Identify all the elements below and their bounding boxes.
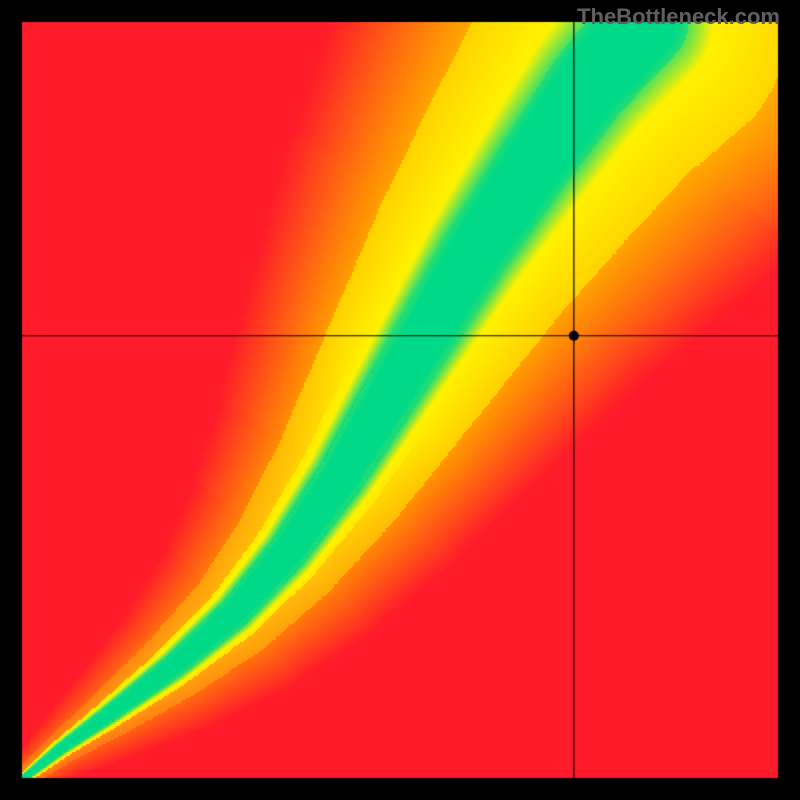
heatmap-canvas [0,0,800,800]
watermark-text: TheBottleneck.com [577,4,780,30]
chart-container: TheBottleneck.com [0,0,800,800]
